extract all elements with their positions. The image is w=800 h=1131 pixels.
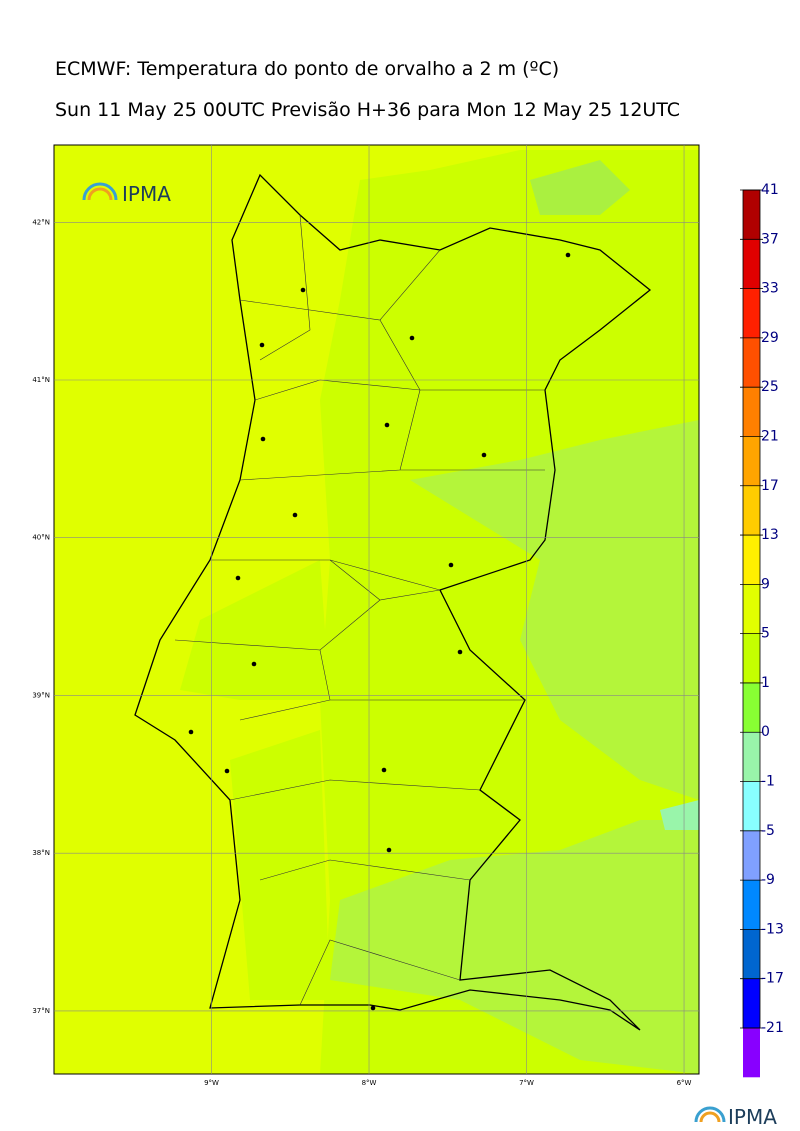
city-dot <box>481 452 487 458</box>
colorbar-label: 29 <box>761 330 779 346</box>
colorbar-segment <box>743 436 760 486</box>
field-zone <box>180 560 330 700</box>
y-tick-label: 37°N <box>32 1007 50 1015</box>
title: ECMWF: Temperatura do ponto de orvalho a… <box>55 58 559 80</box>
logo-arc <box>694 1106 726 1123</box>
city-dot <box>448 562 454 568</box>
colorbar-segment <box>743 830 760 881</box>
colorbar-segment <box>743 929 760 979</box>
city-dot <box>259 342 265 348</box>
city-dot <box>409 335 415 341</box>
logo-text: IPMA <box>122 182 171 206</box>
colorbar-segment <box>743 485 760 536</box>
field-zone <box>330 820 699 1074</box>
y-tick-label: 41°N <box>32 376 50 384</box>
colorbar-segment <box>743 633 760 683</box>
colorbar-label: 9 <box>761 576 770 592</box>
field-zone <box>230 730 330 1000</box>
subtitle: Sun 11 May 25 00UTC Previsão H+36 para M… <box>55 99 680 121</box>
colorbar-label: -13 <box>761 921 784 937</box>
city-dot <box>565 252 571 258</box>
colorbar-label: 37 <box>761 231 779 247</box>
colorbar-label: 41 <box>761 182 779 198</box>
colorbar-label: 5 <box>761 626 770 642</box>
city-dot <box>381 767 387 773</box>
y-tick-label: 40°N <box>32 534 50 542</box>
colorbar-label: 17 <box>761 478 779 494</box>
colorbar-segment <box>743 682 760 733</box>
map-field <box>54 145 699 1074</box>
map-frame <box>53 144 700 1075</box>
colorbar-segment <box>743 337 760 388</box>
colorbar-segment <box>743 880 760 930</box>
logo-arc <box>87 187 113 201</box>
colorbar-label: -17 <box>761 971 784 987</box>
field-zone <box>410 420 699 800</box>
logo-arc <box>699 1111 721 1123</box>
footer-logo-text: IPMA <box>728 1105 777 1129</box>
city-dot <box>457 649 463 655</box>
colorbar-label: -21 <box>761 1020 784 1036</box>
colorbar-segment <box>743 781 760 831</box>
colorbar-segment <box>743 732 760 782</box>
colorbar-label: -1 <box>761 774 775 790</box>
city-dot <box>251 661 257 667</box>
colorbar-label: 33 <box>761 281 779 297</box>
x-tick-label: 6°W <box>677 1079 692 1087</box>
x-tick-label: 8°W <box>362 1079 377 1087</box>
x-tick-label: 7°W <box>519 1079 534 1087</box>
colorbar-segment <box>743 239 760 289</box>
colorbar-segment <box>743 387 760 437</box>
colorbar-segment <box>743 978 760 1028</box>
colorbar-label: 0 <box>761 724 770 740</box>
colorbar-label: 25 <box>761 379 779 395</box>
city-dot <box>260 436 266 442</box>
y-tick-label: 39°N <box>32 691 50 699</box>
city-dot <box>235 575 241 581</box>
x-tick-label: 9°W <box>204 1079 219 1087</box>
colorbar-segment <box>743 535 760 585</box>
colorbar-label: 21 <box>761 428 779 444</box>
colorbar-label: -9 <box>761 872 775 888</box>
colorbar-label: 1 <box>761 675 770 691</box>
city-dot <box>370 1005 376 1011</box>
city-dot <box>386 847 392 853</box>
logo-arc <box>82 182 118 201</box>
city-dot <box>300 287 306 293</box>
colorbar-label: 13 <box>761 527 779 543</box>
colorbar-segment <box>743 190 760 240</box>
field-zone <box>530 160 630 215</box>
city-dot <box>188 729 194 735</box>
cities <box>188 252 571 1011</box>
city-dot <box>224 768 230 774</box>
field-zone <box>660 800 699 830</box>
city-dot <box>384 422 390 428</box>
colorbar-label: -5 <box>761 823 775 839</box>
colorbar-segment <box>743 288 760 338</box>
colorbar-segment <box>743 1028 760 1078</box>
city-dot <box>292 512 298 518</box>
colorbar-segment <box>743 584 760 634</box>
logo: IPMA IPMA <box>82 182 777 1129</box>
y-tick-label: 42°N <box>32 218 50 226</box>
y-tick-label: 38°N <box>32 849 50 857</box>
